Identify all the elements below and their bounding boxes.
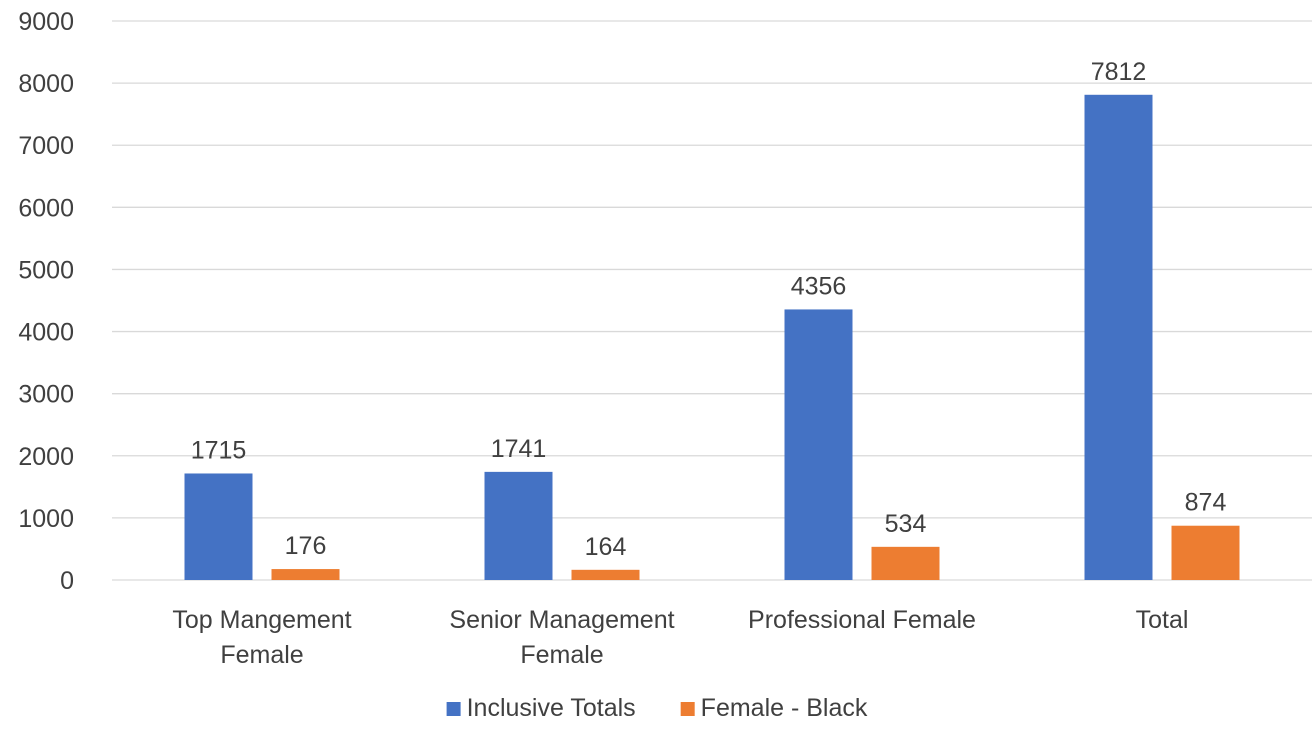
y-tick-label: 6000 (18, 194, 74, 222)
y-tick-label: 5000 (18, 256, 74, 284)
y-tick-label: 0 (60, 567, 74, 595)
bar-female-black (1171, 525, 1240, 580)
x-category-label: Professional Female (748, 606, 976, 634)
data-label: 1715 (191, 436, 247, 464)
x-category-label: Total (1136, 606, 1189, 634)
x-category-label: Senior Management (449, 606, 674, 634)
y-axis-tick-labels: 0 1000 2000 3000 4000 5000 6000 7000 8000 9000 (18, 8, 74, 595)
bar-female-black (271, 569, 340, 580)
y-tick-label: 7000 (18, 132, 74, 160)
bar-inclusive-totals (484, 471, 553, 580)
x-category-label: Female (520, 641, 603, 669)
legend-swatch (680, 702, 695, 716)
y-tick-label: 9000 (18, 8, 74, 36)
x-axis-category-labels: Top Mangement Female Senior Management Fema… (172, 606, 1188, 669)
data-label: 176 (285, 532, 327, 560)
legend: Inclusive Totals Female - Black (446, 694, 868, 722)
data-label: 534 (885, 510, 927, 538)
legend-swatch (446, 702, 461, 716)
x-category-label: Female (220, 641, 303, 669)
y-tick-label: 3000 (18, 381, 74, 409)
y-tick-label: 8000 (18, 70, 74, 98)
gridlines (112, 20, 1312, 581)
y-tick-label: 1000 (18, 505, 74, 533)
data-label: 874 (1185, 489, 1227, 517)
data-labels: 1715 176 1741 164 4356 534 7812 874 (191, 58, 1227, 561)
y-tick-label: 4000 (18, 319, 74, 347)
data-label: 164 (585, 533, 627, 561)
bar-female-black (871, 546, 940, 580)
bar-inclusive-totals (784, 309, 853, 580)
bar-inclusive-totals (184, 473, 253, 580)
data-label: 7812 (1091, 58, 1147, 86)
data-label: 1741 (491, 435, 547, 463)
bar-inclusive-totals (1084, 94, 1153, 581)
legend-label: Inclusive Totals (467, 694, 636, 722)
bar-female-black (571, 569, 640, 580)
bars (184, 94, 1240, 581)
y-tick-label: 2000 (18, 443, 74, 471)
x-category-label: Top Mangement (172, 606, 351, 634)
data-label: 4356 (791, 272, 847, 300)
legend-label: Female - Black (701, 694, 868, 722)
